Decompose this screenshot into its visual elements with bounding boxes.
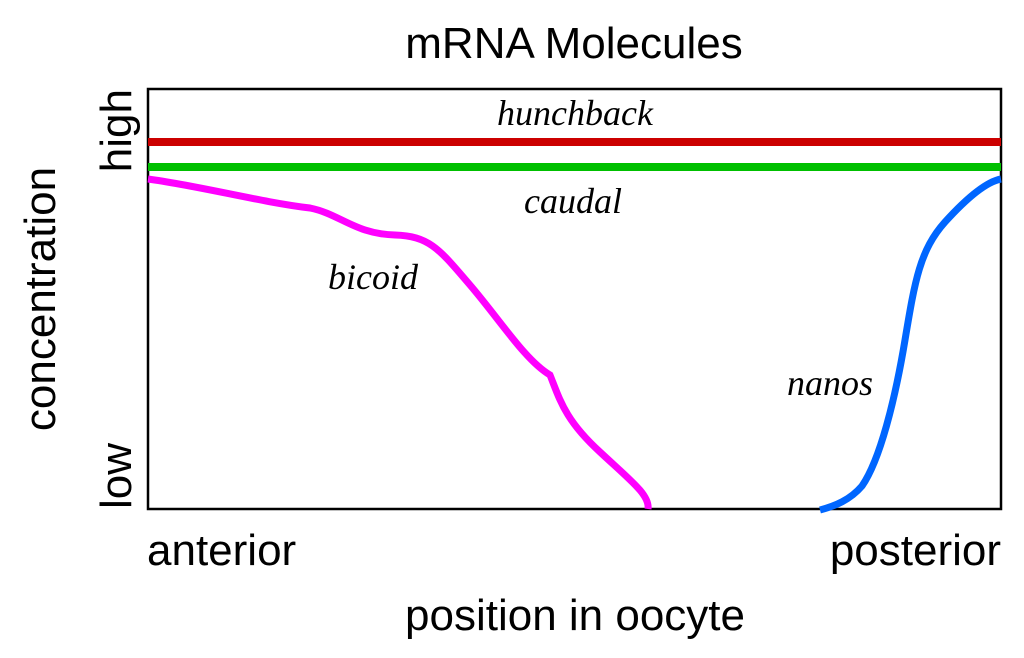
nanos-curve [819,175,1002,514]
bicoid-label: bicoid [328,257,419,297]
x-axis-label: position in oocyte [405,591,745,640]
x-tick-posterior: posterior [830,526,1001,575]
nanos-label: nanos [787,363,873,403]
y-tick-low: low [92,443,141,509]
x-tick-anterior: anterior [147,526,296,575]
hunchback-label: hunchback [497,93,654,133]
diagram-title: mRNA Molecules [405,19,742,68]
y-axis-label: concentration [16,167,65,431]
y-tick-high: high [92,89,141,172]
bicoid-curve [147,175,652,510]
caudal-label: caudal [524,181,622,221]
plot-frame [146,87,1003,511]
